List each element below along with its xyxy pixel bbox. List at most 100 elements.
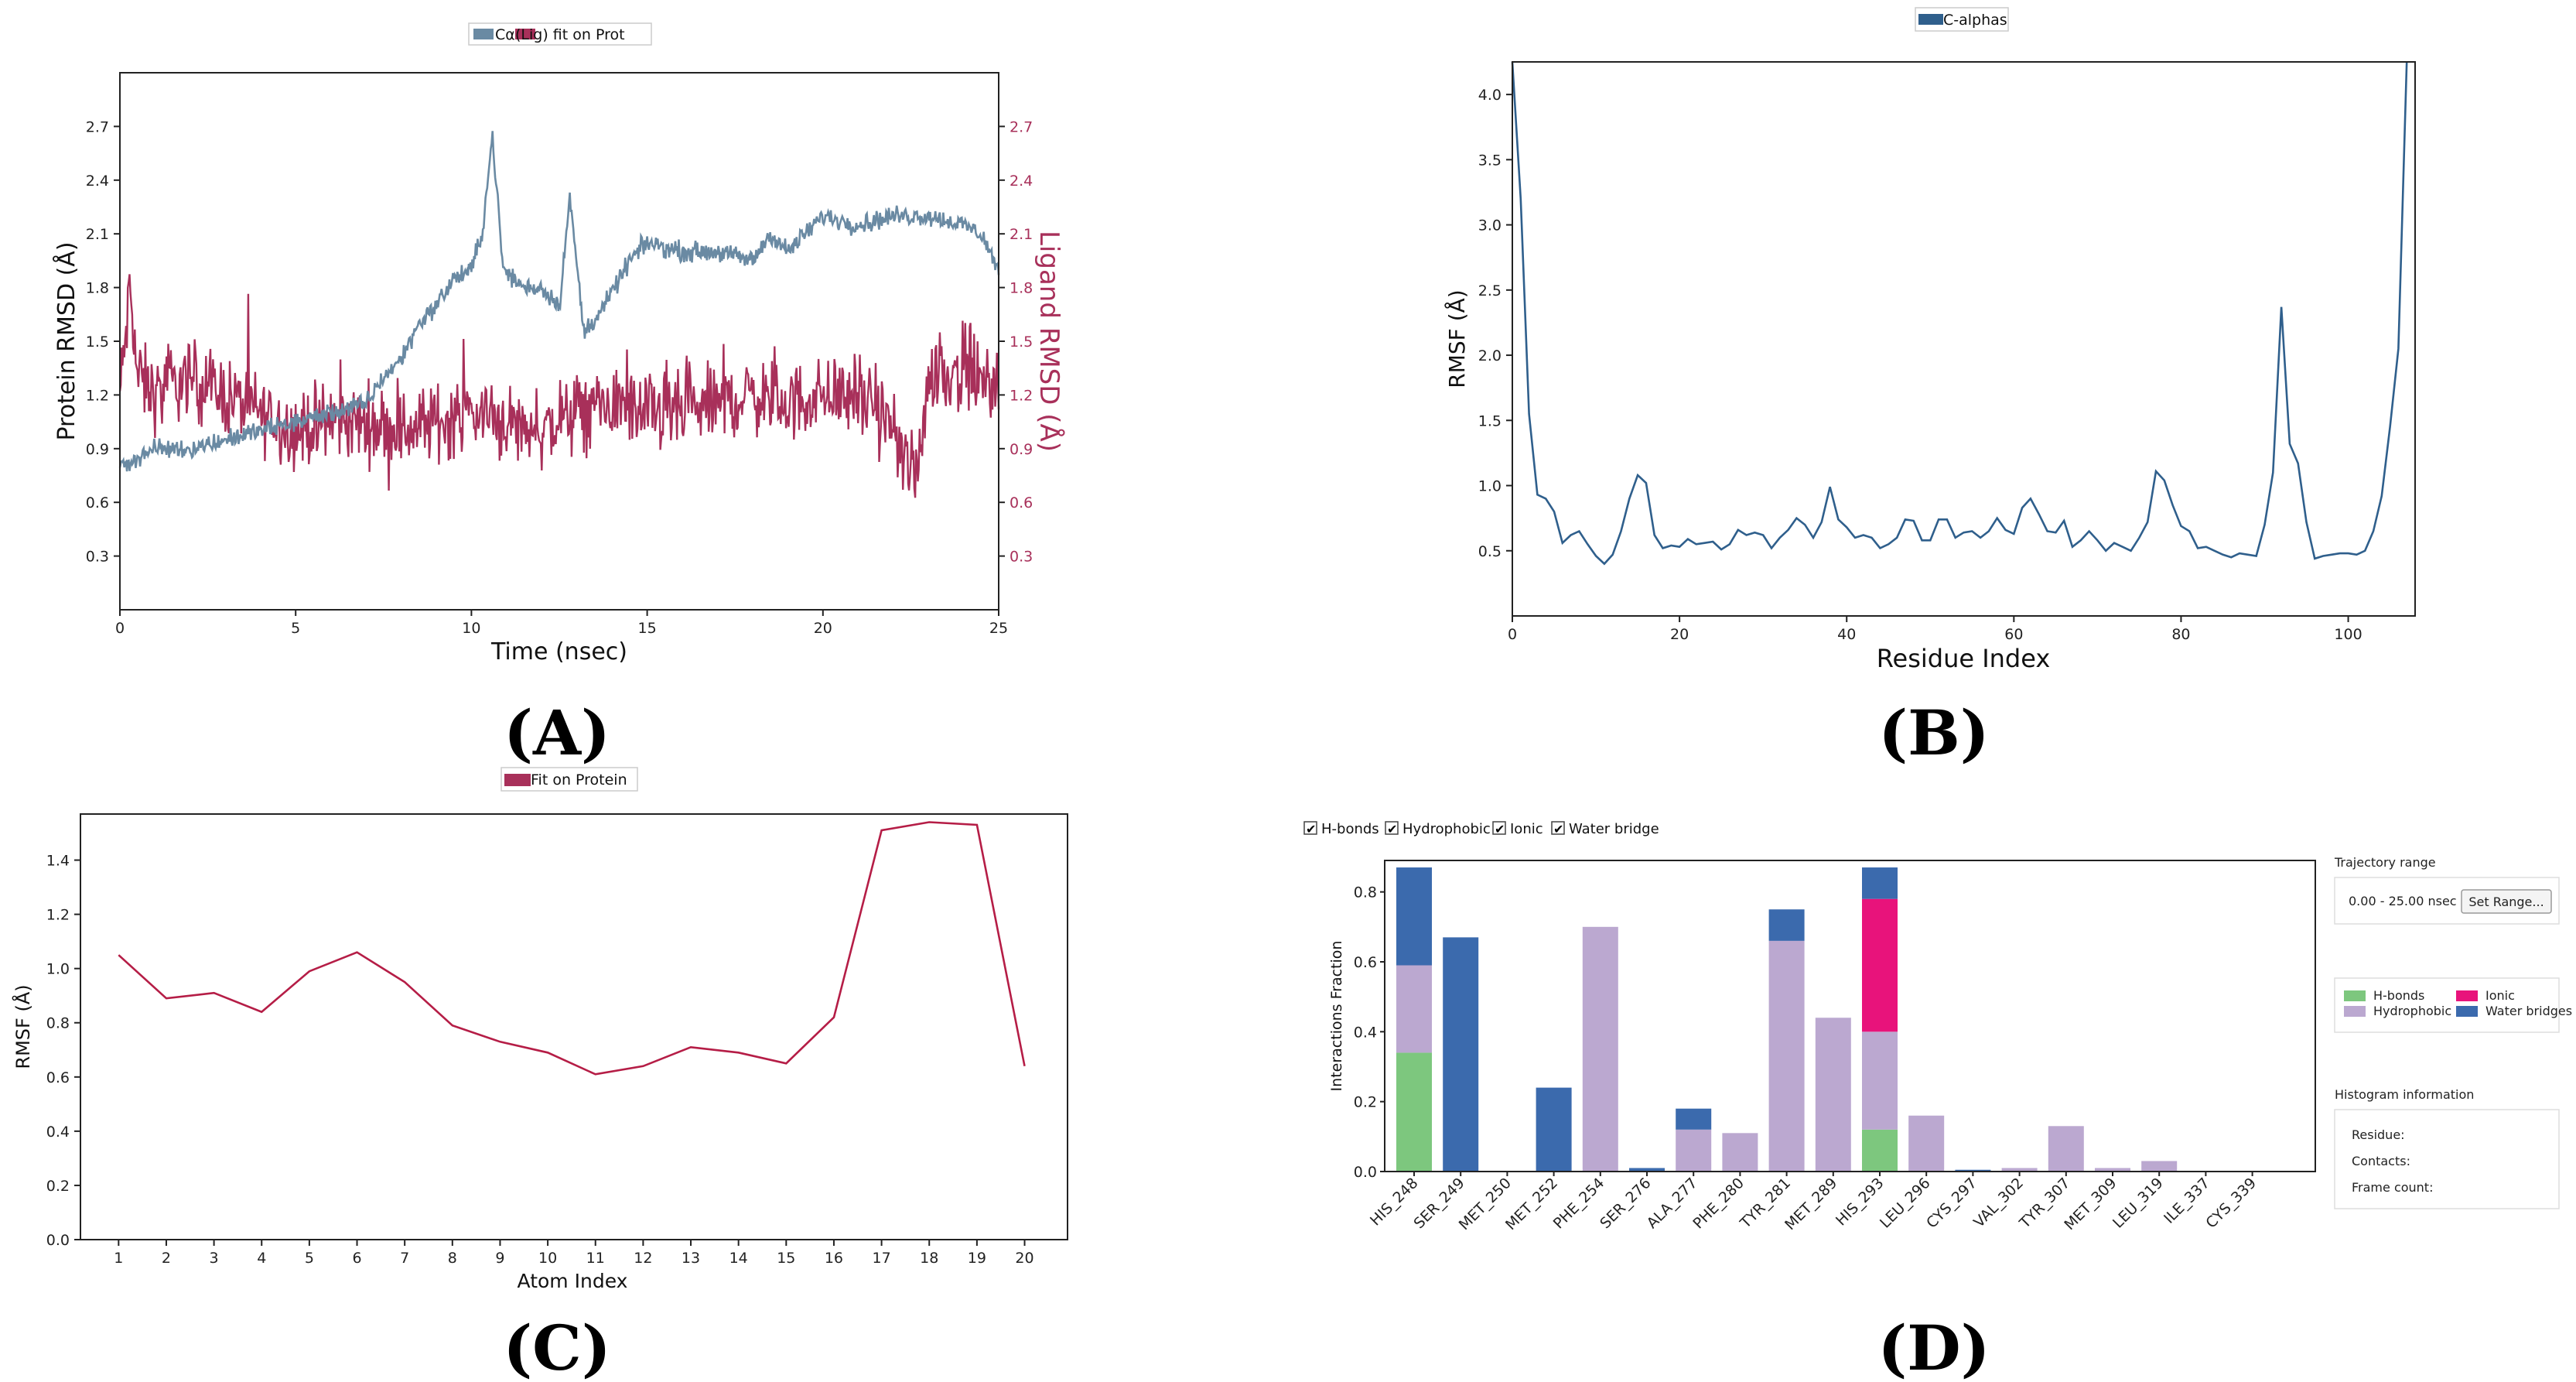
filter-checkbox-water-bridge[interactable]: ✔ Water bridge: [1551, 821, 1659, 837]
y2-axis-label: Ligand RMSD (Å): [1033, 231, 1065, 452]
bar-hydrophobic-tyr-281: [1768, 940, 1805, 1172]
legend-swatch-calphas: [1918, 14, 1943, 25]
x-tick-label: 15: [638, 620, 657, 637]
protein-rmsd-line: [118, 131, 1000, 472]
x-tick-label: 2: [162, 1250, 171, 1267]
y-tick-label: 2.7: [86, 118, 109, 135]
bar-ionic-his-293: [1862, 898, 1898, 1032]
checkbox-label-hbonds: H-bonds: [1321, 821, 1379, 837]
set-range-button[interactable]: Set Range...: [2461, 889, 2552, 914]
y2-tick-label: 2.4: [1010, 173, 1033, 190]
histogram-contacts-label: Contacts:: [2352, 1154, 2410, 1168]
bar-hydrophobic-met-289: [1815, 1018, 1851, 1172]
x-tick-label: 8: [448, 1250, 457, 1267]
bar-hydrophobic-tyr-307: [2048, 1126, 2084, 1172]
x-axis-label: Time (nsec): [490, 638, 627, 665]
x-tick-label: 5: [305, 1250, 314, 1267]
legend-label-ionic: Ionic: [2485, 988, 2515, 1003]
plot-frame: [119, 72, 999, 611]
legend-label-calpha: Cα: [495, 26, 515, 43]
x-tick-label: 80: [2171, 626, 2190, 643]
x-tick-label: 6: [352, 1250, 361, 1267]
y-tick-label: 0.4: [1354, 1024, 1377, 1041]
panel-label-c: (C): [503, 1312, 610, 1382]
x-tick-label: 18: [920, 1250, 938, 1267]
bar-hydrophobic-phe-254: [1582, 926, 1618, 1172]
legend-label-fit-on-protein: Fit on Protein: [531, 771, 627, 788]
bar-hydrophobic-val-302: [2001, 1168, 2038, 1172]
x-axis-label: Residue Index: [1877, 644, 2051, 673]
calpha-rmsf-line: [1511, 61, 2408, 566]
x-tick-label: 1: [114, 1250, 123, 1267]
filter-checkbox-ionic[interactable]: ✔ Ionic: [1492, 821, 1543, 837]
y-axis-label: RMSF (Å): [12, 984, 34, 1069]
bar-hydrophobic-met-309: [2095, 1168, 2130, 1172]
x-tick-label: PHE_280: [1689, 1175, 1748, 1233]
x-axis-label: Atom Index: [518, 1270, 628, 1292]
y2-tick-label: 1.2: [1010, 387, 1033, 404]
y-axis-label: Interactions Fraction: [1328, 941, 1345, 1092]
y2-tick-label: 0.3: [1010, 549, 1033, 566]
x-tick-label: 13: [682, 1250, 700, 1267]
x-tick-label: 100: [2334, 626, 2362, 643]
x-tick-label: 10: [538, 1250, 557, 1267]
y-tick-label: 1.2: [46, 907, 70, 924]
x-tick-label: 9: [495, 1250, 504, 1267]
x-tick-label: 5: [291, 620, 300, 637]
y2-tick-label: 1.8: [1010, 280, 1033, 297]
y-tick-label: 3.0: [1478, 217, 1502, 234]
legend-label-hbonds: H-bonds: [2373, 988, 2424, 1003]
checkbox-label-ionic: Ionic: [1510, 821, 1543, 837]
y-tick-label: 0.3: [86, 549, 109, 566]
x-tick-label: 15: [777, 1250, 795, 1267]
panel-d-chart: ✔ H-bonds ✔ Hydrophobic ✔ Ionic ✔ Water …: [1303, 821, 2572, 1382]
bar-hydrophobic-his-293: [1862, 1031, 1898, 1130]
legend-swatch-hbonds: [2344, 990, 2366, 1001]
x-tick-label: 20: [814, 620, 832, 637]
y-tick-label: 0.4: [46, 1124, 70, 1141]
legend-swatch-water-bridges: [2456, 1006, 2478, 1017]
y-tick-label: 1.5: [1478, 412, 1502, 429]
y-tick-label: 0.6: [1354, 954, 1377, 971]
bar-water-bridges-ser-249: [1443, 937, 1479, 1172]
legend-swatch-hydrophobic: [2344, 1006, 2366, 1017]
set-range-button-label: Set Range...: [2468, 895, 2544, 909]
x-tick-label: 20: [1015, 1250, 1033, 1267]
bar-hydrophobic-leu-296: [1908, 1115, 1945, 1172]
svg-text:✔: ✔: [1306, 822, 1316, 836]
y-tick-label: 1.4: [46, 853, 70, 870]
y2-tick-label: 1.5: [1010, 334, 1033, 351]
ligand-rmsd-line: [118, 274, 1000, 498]
bar-hydrophobic-ala-277: [1676, 1129, 1712, 1172]
ligand-rmsf-line: [118, 821, 1026, 1076]
y-tick-label: 1.8: [86, 280, 109, 297]
y-tick-label: 0.8: [46, 1015, 70, 1032]
y-tick-label: 0.0: [1354, 1164, 1377, 1181]
panel-label-b: (B): [1878, 696, 1989, 769]
y-tick-label: 0.9: [86, 441, 109, 458]
x-tick-label: 14: [729, 1250, 748, 1267]
y-tick-label: 1.0: [1478, 478, 1502, 495]
y-tick-label: 2.4: [86, 173, 109, 190]
filter-checkbox-hydrophobic[interactable]: ✔ Hydrophobic: [1385, 821, 1491, 837]
panel-b-chart: C-alphas 0 20 40 60 80 100 0.5 1.0 1.5 2.0 2.5 3.0 3…: [1443, 7, 2416, 769]
plot-frame: [1512, 61, 2416, 617]
x-tick-label: CYS_297: [1923, 1175, 1980, 1232]
svg-text:✔: ✔: [1387, 822, 1397, 836]
x-tick-label: LEU_296: [1877, 1175, 1934, 1232]
x-tick-label: 3: [210, 1250, 219, 1267]
trajectory-range-title: Trajectory range: [2334, 855, 2436, 870]
y-tick-label: 3.5: [1478, 152, 1502, 169]
x-tick-label: 7: [400, 1250, 409, 1267]
bar-h-bonds-his-248: [1396, 1052, 1432, 1172]
y2-tick-label: 2.1: [1010, 226, 1033, 243]
legend-swatch-ligand: [515, 29, 535, 39]
bar-water-bridges-ser-276: [1629, 1168, 1665, 1172]
filter-checkbox-hbonds[interactable]: ✔ H-bonds: [1303, 821, 1379, 837]
legend-swatch-protein: [473, 29, 494, 39]
histogram-residue-label: Residue:: [2352, 1127, 2405, 1142]
y-tick-label: 0.0: [46, 1232, 70, 1249]
legend-swatch-ionic: [2456, 990, 2478, 1001]
x-tick-label: 12: [634, 1250, 652, 1267]
